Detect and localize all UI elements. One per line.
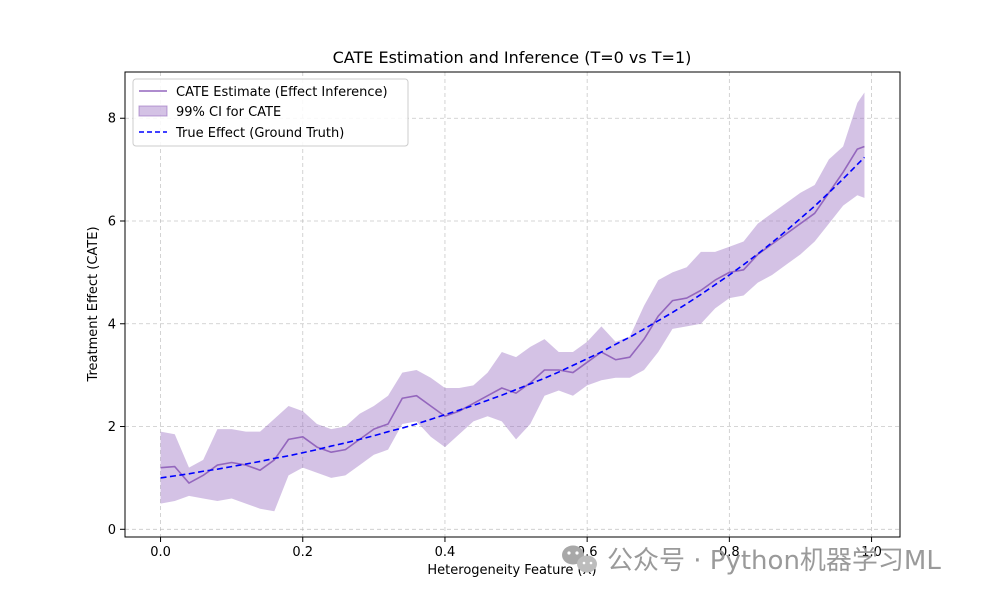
x-tick-label: 0.2 [292,545,313,560]
y-axis-ticks: 0 2 4 6 8 [108,112,125,538]
x-axis-label: Heterogeneity Feature (X) [427,563,596,578]
true-effect-line [160,156,866,479]
y-axis-label: Treatment Effect (CATE) [86,226,101,382]
chart-title: CATE Estimation and Inference (T=0 vs T=… [333,48,692,67]
legend-swatch-ci-band [138,105,168,117]
legend-label-true-effect: True Effect (Ground Truth) [175,126,344,141]
legend-box [132,78,409,147]
watermark-text: 公众号 · Python机器学习ML [607,546,941,576]
ci-band-layer [160,92,865,512]
x-tick-label: 0.8 [719,545,740,560]
y-tick-label: 2 [108,420,116,435]
ci-band [160,92,865,512]
x-tick-label: 0.0 [150,545,171,560]
grid [125,72,900,537]
legend: CATE Estimate (Effect Inference) 99% CI … [132,78,409,147]
x-axis-ticks: 0.0 0.2 0.4 0.6 0.8 1.0 [150,537,882,560]
y-tick-label: 6 [108,215,116,230]
legend-label-ci-band: 99% CI for CATE [176,105,281,120]
series-layer [160,145,866,484]
x-tick-label: 1.0 [861,545,882,560]
watermark: 公众号 · Python机器学习ML [562,545,941,576]
y-tick-label: 4 [108,317,116,332]
x-tick-label: 0.4 [435,545,456,560]
plot-frame [124,71,901,538]
legend-label-cate-estimate: CATE Estimate (Effect Inference) [176,85,388,100]
wechat-icon [562,545,597,573]
cate-estimate-line [160,145,865,484]
y-tick-label: 0 [108,523,116,538]
y-tick-label: 8 [108,112,116,127]
